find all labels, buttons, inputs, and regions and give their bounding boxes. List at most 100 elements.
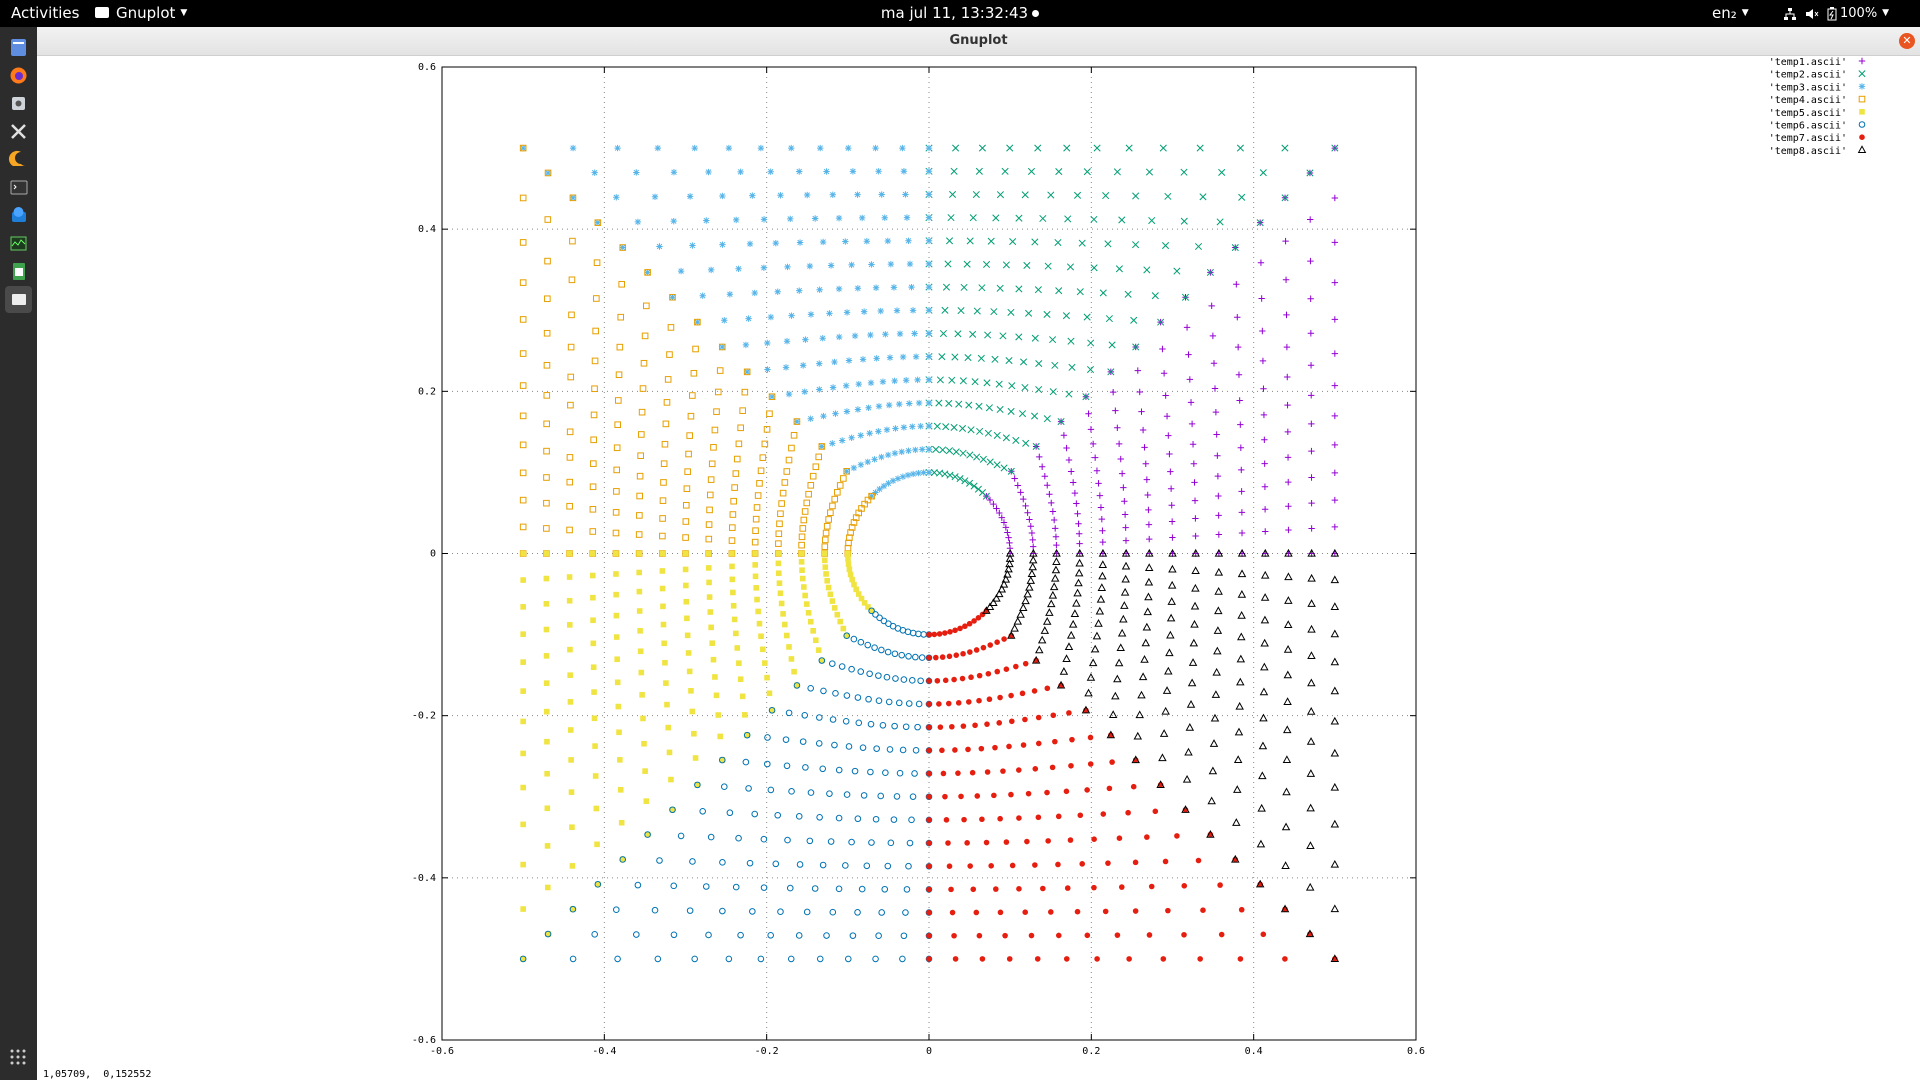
data-point-4	[644, 269, 651, 276]
firefox-launcher[interactable]	[5, 62, 32, 89]
data-point-4	[763, 426, 771, 433]
data-point-7	[1024, 838, 1030, 845]
window-titlebar[interactable]: Gnuplot ✕	[37, 27, 1920, 56]
data-point-6	[857, 638, 865, 646]
data-point-7	[1200, 907, 1206, 913]
data-point-5	[821, 550, 828, 557]
data-point-2	[1015, 285, 1023, 293]
battery-level: 100%	[1840, 6, 1878, 21]
thunderbird-launcher[interactable]	[5, 202, 32, 229]
data-point-5	[736, 660, 742, 666]
data-point-3	[544, 169, 552, 177]
data-point-7	[967, 649, 973, 655]
data-point-1	[986, 496, 994, 504]
data-point-3	[877, 307, 884, 315]
data-point-6	[887, 839, 895, 847]
data-point-7	[1000, 768, 1006, 774]
data-point-8	[1191, 583, 1200, 592]
data-point-6	[707, 833, 715, 841]
show-applications-icon[interactable]	[8, 1047, 28, 1067]
data-point-6	[644, 831, 651, 838]
scatter-plot[interactable]: -0.6 -0.4 -0.2 0 0.2 0.4 0.6-0.6-0.4-0.200.20.…	[37, 56, 1920, 1080]
data-point-5	[636, 569, 642, 576]
terminal-launcher[interactable]	[5, 174, 32, 201]
data-point-6	[720, 783, 728, 790]
app-menu[interactable]: Gnuplot ▼	[95, 0, 187, 27]
data-point-8	[1260, 593, 1270, 601]
data-point-7	[1009, 862, 1016, 869]
files-launcher[interactable]	[5, 34, 32, 61]
data-point-4	[761, 440, 769, 448]
data-point-8	[1330, 782, 1340, 791]
data-point-8	[1209, 739, 1219, 747]
data-point-5	[706, 579, 712, 586]
data-point-1	[1284, 428, 1292, 436]
data-point-1	[1136, 388, 1143, 396]
clock[interactable]: ma jul 11, 13:32:43	[881, 4, 1040, 22]
data-point-5	[683, 582, 689, 589]
gnuplot-launcher[interactable]	[5, 286, 32, 313]
spreadsheet-launcher[interactable]	[5, 258, 32, 285]
x-tick-label: -0.4	[592, 1046, 616, 1057]
top-bar: Activities Gnuplot ▼ ma jul 11, 13:32:43 …	[0, 0, 1920, 27]
data-point-8	[1094, 619, 1103, 627]
data-point-7	[1238, 906, 1245, 913]
data-point-3	[726, 291, 734, 298]
data-point-5	[729, 576, 736, 583]
data-point-5	[637, 648, 644, 655]
data-point-6	[757, 955, 765, 963]
data-point-6	[656, 857, 663, 864]
data-point-8	[1210, 713, 1220, 722]
data-point-3	[878, 453, 885, 461]
data-point-6	[876, 614, 883, 622]
data-point-4	[543, 525, 550, 532]
data-point-5	[590, 664, 597, 671]
data-point-1	[1087, 426, 1095, 433]
data-point-8	[1084, 688, 1093, 697]
keyboard-layout-menu[interactable]: en₂ ▼	[1712, 0, 1749, 27]
data-point-6	[699, 807, 706, 815]
screenshot-launcher[interactable]	[5, 90, 32, 117]
system-monitor-launcher[interactable]	[5, 230, 32, 257]
data-point-1	[1166, 450, 1173, 458]
data-point-2	[947, 214, 955, 222]
data-point-6	[591, 931, 598, 938]
data-point-1	[1122, 524, 1129, 531]
data-point-4	[519, 316, 527, 323]
data-point-6	[895, 699, 903, 707]
dock	[0, 27, 37, 1080]
data-point-6	[875, 932, 882, 940]
data-point-3	[903, 214, 911, 221]
data-point-6	[719, 907, 726, 915]
data-point-5	[798, 559, 805, 565]
data-point-2	[972, 190, 980, 199]
activities-button[interactable]: Activities	[11, 4, 80, 22]
data-point-5	[752, 573, 759, 580]
data-point-5	[824, 577, 831, 584]
data-point-2	[1034, 144, 1042, 152]
data-point-8	[1121, 561, 1131, 570]
data-point-7	[988, 863, 994, 869]
data-point-8	[1305, 882, 1315, 891]
data-point-4	[864, 496, 872, 504]
plot-canvas[interactable]: -0.6 -0.4 -0.2 0 0.2 0.4 0.6 -0.6 -0.4 -0.2 0 0.2 0.…	[37, 56, 1920, 1080]
tools-launcher[interactable]	[5, 118, 32, 145]
data-point-5	[613, 550, 619, 557]
data-point-4	[566, 526, 573, 534]
data-point-3	[807, 311, 815, 318]
data-point-3	[829, 440, 836, 447]
data-point-5	[851, 581, 857, 588]
data-point-3	[594, 219, 602, 226]
data-point-2	[974, 485, 982, 493]
data-point-8	[985, 602, 995, 611]
y-tick-label: -0.4	[412, 873, 436, 884]
weather-launcher[interactable]	[5, 146, 32, 173]
data-point-5	[685, 650, 692, 656]
system-tray[interactable]: 100% ▼	[1783, 0, 1889, 27]
data-point-4	[566, 502, 573, 510]
data-point-5	[543, 653, 550, 659]
data-point-6	[726, 809, 734, 817]
data-point-4	[798, 541, 805, 549]
data-point-8	[1075, 548, 1084, 557]
close-button[interactable]: ✕	[1899, 33, 1915, 49]
